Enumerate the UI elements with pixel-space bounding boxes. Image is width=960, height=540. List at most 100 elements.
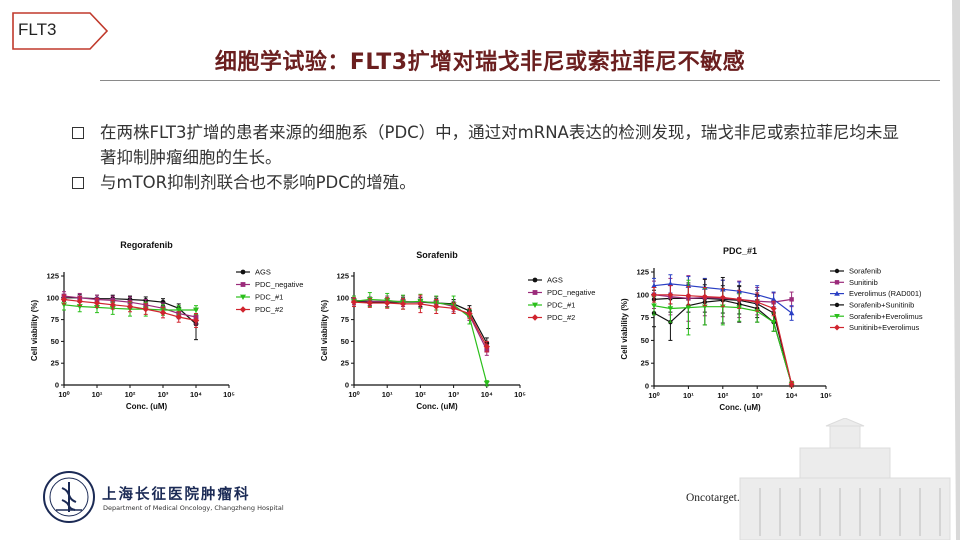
data-point: [736, 296, 743, 303]
data-point: [770, 296, 777, 302]
data-point: [789, 297, 794, 302]
legend-marker-everolimus-rad001: [834, 290, 840, 296]
sorafenib-chart: Sorafenib 0 25 50 75 100 125 10⁰ 10¹ 10² 10³ 10⁴ 10⁵…: [320, 250, 595, 411]
chart-title: PDC_#1: [723, 246, 757, 256]
y-tick-label: 25: [341, 359, 349, 368]
legend-label-pdc-1: PDC_#1: [255, 293, 283, 302]
legend-label-sorafenib-sunitinib: Sorafenib+Sunitinib: [849, 301, 914, 310]
x-tick-label: 10²: [717, 391, 728, 400]
series-pdc-2: [350, 294, 490, 353]
y-tick-label: 100: [46, 293, 59, 302]
legend-marker-pdc-negative: [240, 282, 246, 287]
data-point: [399, 300, 407, 308]
x-tick-label: 10¹: [92, 390, 103, 399]
legend-marker-ags: [532, 277, 538, 283]
x-tick-label: 10¹: [683, 391, 694, 400]
x-tick-label: 10⁵: [514, 390, 526, 399]
square-bullet-icon: [72, 177, 84, 189]
legend-marker-ags: [240, 269, 246, 275]
x-tick-label: 10⁴: [786, 391, 798, 400]
data-point: [770, 305, 777, 312]
x-tick-label: 10⁴: [190, 390, 202, 399]
bullet-list: 在两株FLT3扩增的患者来源的细胞系（PDC）中，通过对mRNA表达的检测发现，…: [72, 120, 902, 195]
bullet-item: 在两株FLT3扩增的患者来源的细胞系（PDC）中，通过对mRNA表达的检测发现，…: [72, 120, 902, 170]
data-point: [770, 319, 777, 325]
y-axis-label: Cell viability (%): [620, 298, 629, 360]
series-sunitinib-everolimus: [651, 285, 795, 388]
y-tick-label: 0: [645, 382, 649, 391]
y-tick-label: 75: [641, 313, 649, 322]
data-point: [417, 300, 424, 308]
data-point: [754, 299, 761, 306]
legend-label-ags: AGS: [255, 268, 271, 277]
legend-label-sorafenib: Sorafenib: [849, 267, 881, 276]
x-tick-label: 10⁰: [648, 391, 660, 400]
legend-marker-sorafenib: [834, 268, 840, 274]
data-point: [175, 313, 182, 321]
slide-tag-label: FLT3: [18, 20, 57, 39]
x-tick-label: 10⁴: [481, 390, 493, 399]
legend-marker-sorafenib-sunitinib: [834, 302, 840, 308]
hospital-logo-icon: [43, 471, 95, 523]
y-tick-label: 125: [46, 272, 59, 281]
legend-label-sunitinib: Sunitinib: [849, 278, 878, 287]
data-point: [667, 281, 674, 287]
data-point: [175, 307, 182, 314]
y-tick-label: 25: [51, 359, 59, 368]
data-point: [701, 293, 708, 300]
hospital-name-en: Department of Medical Oncology, Changzhe…: [103, 504, 284, 512]
legend-marker-sorafenib-everolimus: [834, 314, 840, 319]
y-tick-label: 0: [55, 381, 59, 390]
y-tick-label: 50: [51, 337, 59, 346]
legend-marker-pdc-2: [239, 306, 247, 313]
bullet-text: 与mTOR抑制剂联合也不影响PDC的增殖。: [100, 173, 416, 192]
legend-marker-sunitinib-everolimus: [834, 324, 840, 331]
data-point: [667, 306, 674, 312]
data-point: [719, 294, 726, 301]
legend-label-pdc-2: PDC_#2: [547, 313, 575, 322]
data-point: [667, 291, 674, 298]
data-point: [685, 305, 692, 311]
y-tick-label: 100: [636, 290, 649, 299]
y-tick-label: 100: [336, 293, 349, 302]
data-point: [384, 299, 391, 307]
data-point: [651, 303, 657, 309]
data-point: [366, 299, 374, 307]
square-bullet-icon: [72, 127, 84, 139]
y-axis-label: Cell viability (%): [30, 299, 39, 361]
data-point: [142, 305, 149, 313]
y-axis-label: Cell viability (%): [320, 299, 329, 361]
legend-marker-pdc-2: [531, 314, 539, 321]
decorative-edge: [952, 0, 960, 540]
legend-label-ags: AGS: [547, 276, 563, 285]
slide-title: 细胞学试验：FLT3扩增对瑞戈非尼或索拉菲尼不敏感: [214, 50, 746, 75]
x-tick-label: 10²: [125, 390, 136, 399]
x-tick-label: 10¹: [382, 390, 393, 399]
legend-label-pdc-1: PDC_#1: [547, 301, 575, 310]
chart-title: Sorafenib: [416, 250, 458, 260]
title-divider: [100, 80, 940, 81]
y-tick-label: 0: [345, 381, 349, 390]
y-tick-label: 50: [641, 336, 649, 345]
y-tick-label: 25: [641, 359, 649, 368]
x-axis-label: Conc. (uM): [126, 402, 168, 411]
legend-label-pdc-2: PDC_#2: [255, 305, 283, 314]
data-point: [483, 380, 490, 387]
building-watermark-icon: [739, 418, 951, 540]
y-tick-label: 125: [336, 272, 349, 281]
regorafenib-chart: Regorafenib 0 25 50 75 100 125 10⁰ 10¹ 10² 10³ 10⁴ 1…: [30, 240, 303, 411]
data-point: [126, 303, 134, 310]
legend-label-sorafenib-everolimus: Sorafenib+Everolimus: [849, 312, 923, 321]
legend-label-pdc-negative: PDC_negative: [547, 288, 595, 297]
data-point: [651, 282, 657, 288]
slide-tag-frame: [12, 12, 108, 50]
y-tick-label: 50: [341, 337, 349, 346]
legend-marker-pdc-1: [532, 302, 538, 308]
x-tick-label: 10³: [158, 390, 169, 399]
series-pdc-2: [60, 294, 200, 328]
data-point: [483, 343, 490, 350]
x-tick-label: 10⁵: [223, 390, 235, 399]
legend-label-everolimus-rad001: Everolimus (RAD001): [849, 289, 922, 298]
bullet-text: 在两株FLT3扩增的患者来源的细胞系（PDC）中，通过对mRNA表达的检测发现，…: [100, 123, 899, 167]
y-tick-label: 75: [341, 315, 349, 324]
